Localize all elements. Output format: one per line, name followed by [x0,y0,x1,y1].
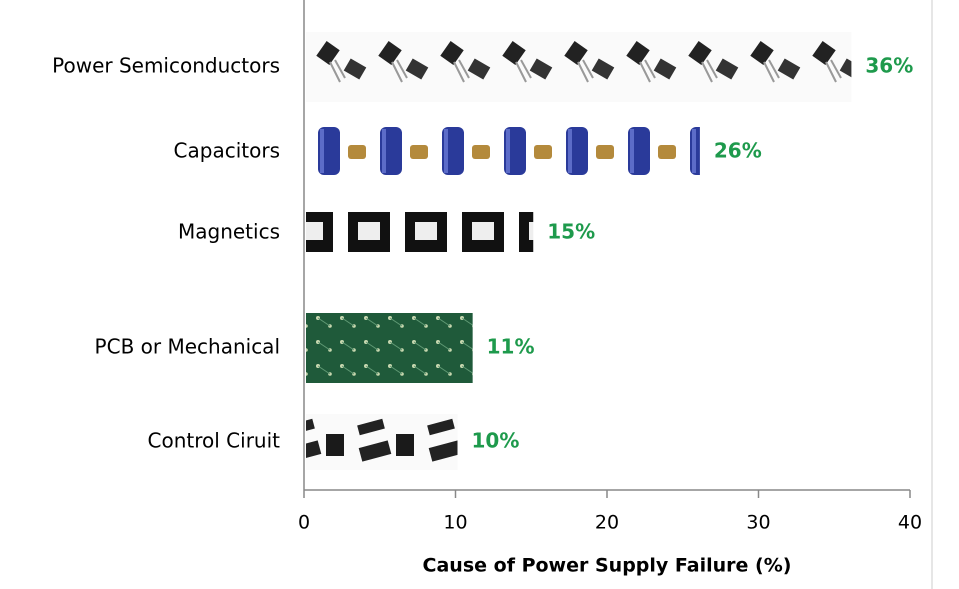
value-label: 15% [547,220,595,244]
bar [306,202,533,264]
bar [306,414,458,470]
x-tick-label: 30 [746,512,770,534]
category-label: Control Ciruit [148,429,281,453]
bar [306,125,700,180]
x-axis-title: Cause of Power Supply Failure (%) [423,555,792,577]
category-label: Power Semiconductors [52,54,280,78]
bar [306,32,851,102]
x-tick-label: 0 [298,512,310,534]
bar [306,313,473,383]
value-label: 36% [865,54,913,78]
value-label: 10% [472,429,520,453]
category-label: Capacitors [174,139,280,163]
x-tick-label: 40 [898,512,922,534]
category-label: PCB or Mechanical [95,335,280,359]
value-label: 26% [714,139,762,163]
category-label: Magnetics [178,220,280,244]
value-label: 11% [487,335,535,359]
x-tick-label: 20 [595,512,619,534]
chart: Cause of Power Supply Failure (%) 0 10 20 3… [0,0,959,589]
x-tick-label: 10 [443,512,467,534]
page: Cause of Power Supply Failure (%) 0 10 20 3… [0,0,959,589]
